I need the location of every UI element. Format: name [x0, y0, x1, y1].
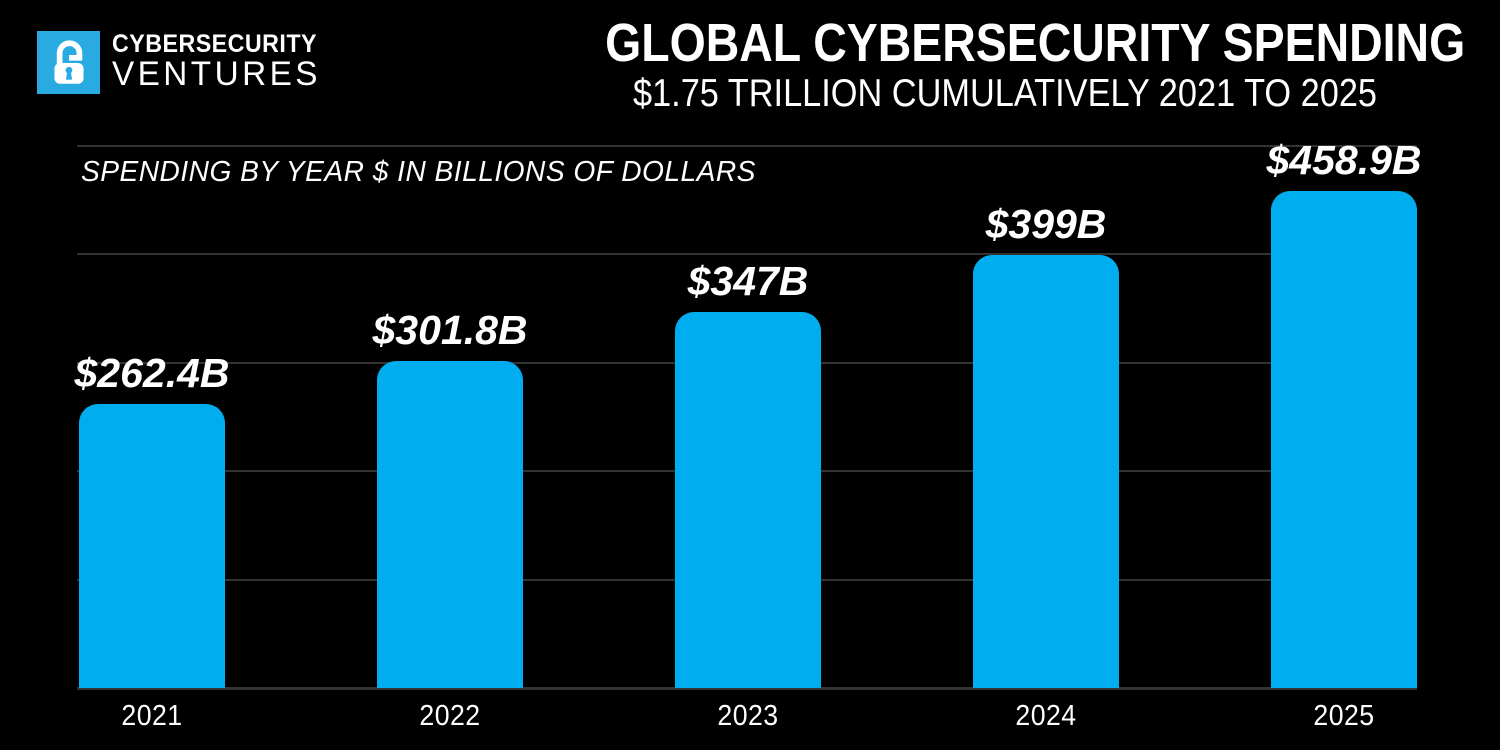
- chart-caption: SPENDING BY YEAR $ IN BILLIONS OF DOLLAR…: [81, 156, 756, 188]
- gridline: [77, 253, 1417, 256]
- bar: [675, 311, 821, 688]
- bar: [377, 360, 523, 688]
- x-axis-label: 2024: [1015, 700, 1077, 732]
- page-subtitle: $1.75 TRILLION CUMULATIVELY 2021 TO 2025: [632, 72, 1377, 115]
- bar-group-2021: $262.4B: [74, 352, 230, 688]
- bar: [79, 403, 225, 688]
- x-axis-label: 2021: [121, 700, 183, 732]
- bar-value-label: $458.9B: [1266, 136, 1422, 183]
- bar-group-2023: $347B: [675, 260, 821, 688]
- gridline: [77, 145, 1417, 147]
- x-axis-label: 2023: [717, 700, 779, 732]
- x-axis-line: [77, 687, 1417, 690]
- x-axis-label: 2022: [419, 700, 481, 732]
- bar-group-2022: $301.8B: [372, 309, 528, 688]
- padlock-icon: [37, 31, 100, 94]
- brand-name-line2: VENTURES: [112, 55, 321, 94]
- page-title: GLOBAL CYBERSECURITY SPENDING: [605, 13, 1466, 73]
- bar-value-label: $399B: [985, 201, 1107, 248]
- bar-group-2024: $399B: [973, 204, 1119, 688]
- bar-value-label: $262.4B: [74, 349, 230, 396]
- brand-wordmark: CYBERSECURITY VENTURES: [112, 32, 332, 93]
- x-axis-label: 2025: [1313, 700, 1375, 732]
- bar: [973, 255, 1119, 688]
- bar: [1271, 190, 1417, 688]
- header-titles: GLOBAL CYBERSECURITY SPENDING $1.75 TRIL…: [540, 16, 1470, 113]
- bar-chart: SPENDING BY YEAR $ IN BILLIONS OF DOLLAR…: [74, 139, 1422, 730]
- brand-name-line1: CYBERSECURITY: [112, 30, 317, 59]
- bar-value-label: $347B: [687, 257, 809, 304]
- bar-group-2025: $458.9B: [1266, 139, 1422, 688]
- brand-logo: CYBERSECURITY VENTURES: [37, 31, 332, 94]
- bar-value-label: $301.8B: [372, 306, 528, 353]
